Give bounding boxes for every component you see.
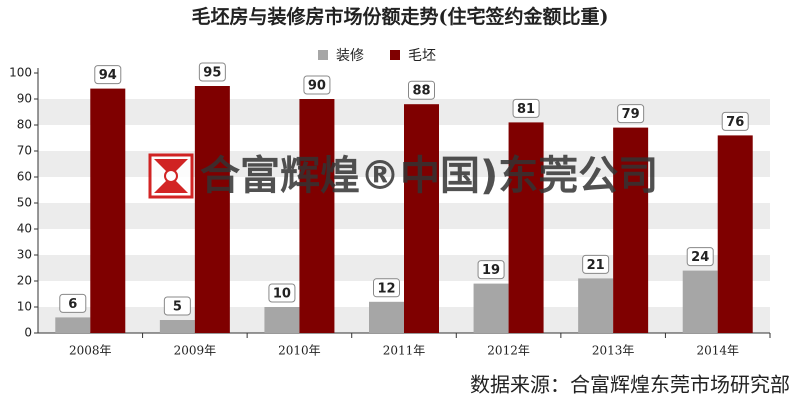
value-label-box	[477, 260, 505, 280]
x-tick-label: 2014年	[696, 344, 739, 358]
value-label-box	[198, 62, 226, 82]
x-tick-label: 2008年	[69, 344, 112, 358]
value-label: 81	[517, 102, 535, 117]
bar	[194, 86, 230, 333]
value-label-box	[617, 104, 645, 124]
plot-area: 0 10 20 30 40 50 60 70 80 90 100 2008年 6 94 2009年 5 95 20…	[9, 62, 771, 358]
y-tick-label: 50	[17, 196, 32, 210]
value-label-box	[94, 65, 122, 85]
bar	[369, 301, 404, 333]
y-tick-label: 10	[17, 300, 32, 314]
value-label-box	[59, 293, 87, 313]
x-tick-label: 2012年	[487, 344, 530, 358]
value-label: 6	[68, 297, 77, 312]
chart-title: 毛坯房与装修房市场份额走势(住宅签约金额比重)	[192, 5, 609, 28]
legend-swatch	[318, 50, 328, 60]
x-tick-label: 2009年	[174, 344, 217, 358]
bar	[717, 135, 753, 333]
bar	[613, 127, 649, 333]
legend-swatch	[390, 50, 400, 60]
value-label: 24	[691, 250, 709, 265]
legend-label: 毛坯	[408, 48, 436, 64]
value-label-box	[268, 283, 296, 303]
value-label-box	[686, 247, 714, 267]
y-tick-label: 90	[17, 92, 32, 106]
bar	[508, 122, 544, 334]
bar	[264, 307, 300, 333]
value-label: 21	[587, 258, 605, 273]
value-label: 12	[377, 281, 395, 296]
bar	[682, 270, 718, 333]
watermark-logo	[148, 153, 194, 199]
value-label-box	[373, 278, 400, 298]
y-tick-label: 60	[17, 170, 32, 184]
value-label: 95	[203, 66, 221, 81]
bar	[299, 99, 335, 333]
value-label-box	[582, 254, 610, 274]
value-label-box	[512, 98, 540, 118]
bar	[473, 283, 509, 333]
y-tick-label: 30	[17, 248, 32, 262]
bar	[90, 88, 126, 333]
value-label: 10	[273, 287, 291, 302]
bar	[159, 320, 195, 333]
value-label: 79	[622, 107, 640, 122]
y-tick-label: 40	[17, 222, 32, 236]
source-note: 数据来源：合富辉煌东莞市场研究部	[470, 373, 790, 397]
x-tick-label: 2013年	[592, 344, 635, 358]
y-tick-label: 0	[24, 326, 32, 340]
y-tick-label: 100	[9, 66, 32, 80]
x-tick-label: 2011年	[383, 344, 426, 358]
value-label: 94	[99, 68, 117, 83]
value-label-box	[408, 80, 435, 100]
watermark: 合富辉煌®中国)东莞公司	[200, 153, 658, 199]
bar	[404, 104, 439, 333]
x-tick-label: 2010年	[278, 344, 321, 358]
value-label: 90	[308, 79, 326, 94]
value-label: 19	[482, 263, 500, 278]
bar	[578, 278, 614, 333]
value-label: 88	[412, 84, 430, 99]
value-label-box	[303, 75, 331, 95]
value-label-box	[163, 296, 191, 316]
value-label-box	[721, 111, 749, 131]
bar	[55, 317, 91, 333]
value-label: 76	[726, 115, 744, 130]
legend-label: 装修	[336, 48, 364, 64]
value-label: 5	[173, 300, 182, 315]
y-tick-label: 70	[17, 144, 32, 158]
y-tick-label: 80	[17, 118, 32, 132]
y-tick-label: 20	[17, 274, 32, 288]
